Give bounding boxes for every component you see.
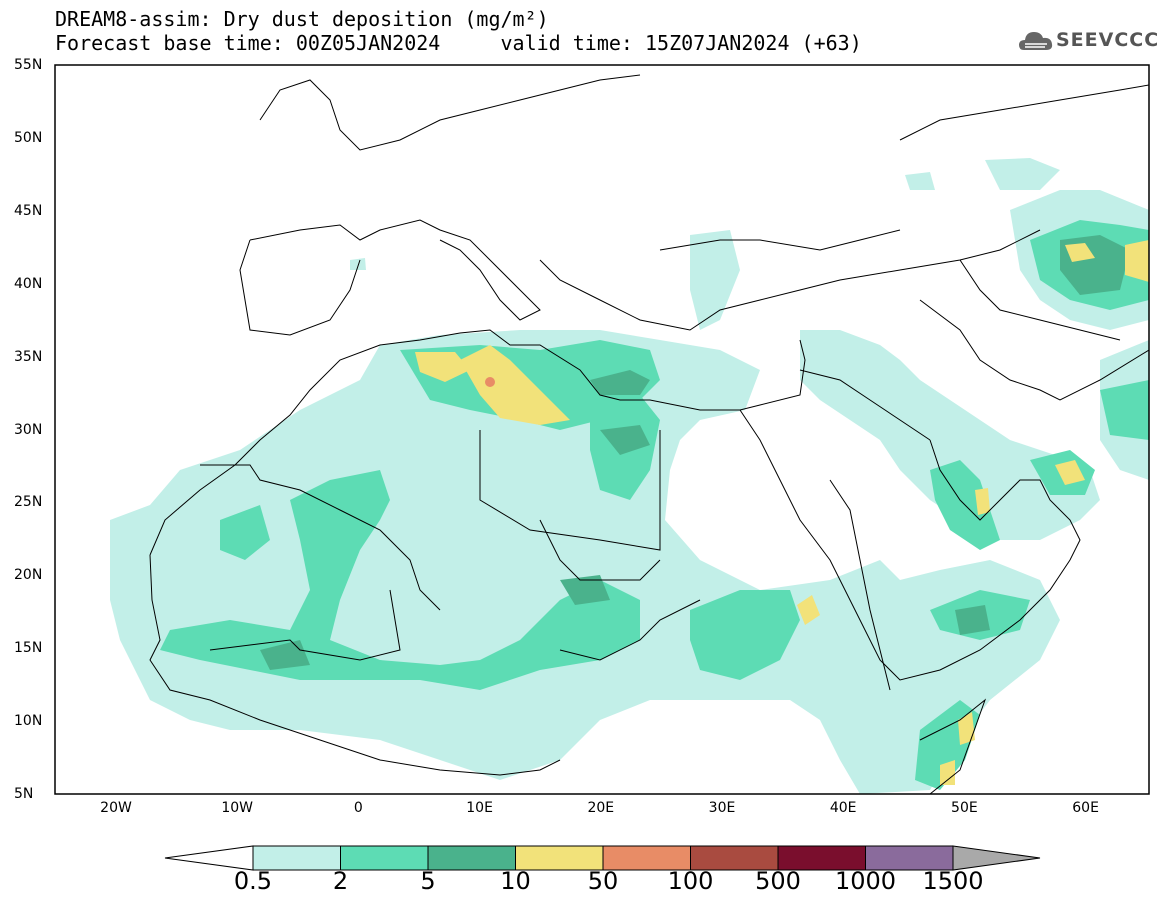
longitude-label: 60E — [1072, 800, 1099, 816]
colorbar-label: 2 — [332, 867, 349, 895]
colorbar-swatch — [602, 845, 691, 871]
colorbar-label: 100 — [667, 867, 714, 895]
colorbar-label: 50 — [587, 867, 619, 895]
colorbar-label: 1000 — [834, 867, 897, 895]
colorbar-swatch — [777, 845, 866, 871]
colorbar-label: 1500 — [922, 867, 984, 895]
colorbar-label: 5 — [420, 867, 436, 895]
colorbar-swatch — [340, 845, 429, 871]
latitude-label: 30N — [14, 421, 43, 438]
longitude-label: 20W — [100, 800, 132, 816]
seevccc-logo: SEEVCCC — [1018, 26, 1158, 56]
latitude-label: 5N — [14, 786, 34, 802]
colorbar-label: 500 — [755, 867, 801, 895]
colorbar-swatch — [515, 845, 604, 871]
logo-text: SEEVCCC — [1056, 29, 1160, 51]
longitude-label: 0 — [353, 800, 363, 816]
deposition-shading — [110, 158, 1149, 794]
longitude-label: 10E — [466, 800, 493, 816]
colorbar-swatch — [690, 845, 779, 871]
colorbar-label: 10 — [500, 867, 531, 895]
colorbar-label: 0.5 — [233, 867, 273, 895]
longitude-label: 30E — [708, 800, 736, 816]
latitude-label: 25N — [14, 494, 43, 511]
longitude-label: 40E — [829, 800, 857, 816]
coastlines-and-borders — [149, 74, 1149, 794]
latitude-label: 40N — [14, 275, 43, 292]
latitude-label: 10N — [14, 713, 43, 730]
colorbar — [164, 845, 1041, 871]
latitude-label: 35N — [14, 348, 43, 365]
longitude-label: 10W — [221, 800, 254, 816]
longitude-label: 50E — [951, 800, 978, 816]
colorbar-swatch — [252, 845, 341, 871]
map-title: DREAM8-assim: Dry dust deposition (mg/m²… — [55, 7, 549, 31]
latitude-label: 55N — [14, 57, 43, 73]
colorbar-high-arrow — [952, 845, 1041, 871]
latitude-label: 15N — [14, 640, 43, 657]
colorbar-swatches — [252, 845, 1041, 871]
map-frame — [54, 64, 1150, 795]
longitude-label: 20E — [587, 800, 615, 816]
colorbar-swatch — [865, 845, 954, 871]
latitude-label: 50N — [14, 129, 43, 146]
cloud-icon — [1019, 32, 1053, 50]
forecast-time-subtitle: Forecast base time: 00Z05JAN2024 valid t… — [55, 31, 862, 55]
latitude-label: 45N — [14, 202, 43, 219]
latitude-label: 20N — [14, 567, 43, 584]
